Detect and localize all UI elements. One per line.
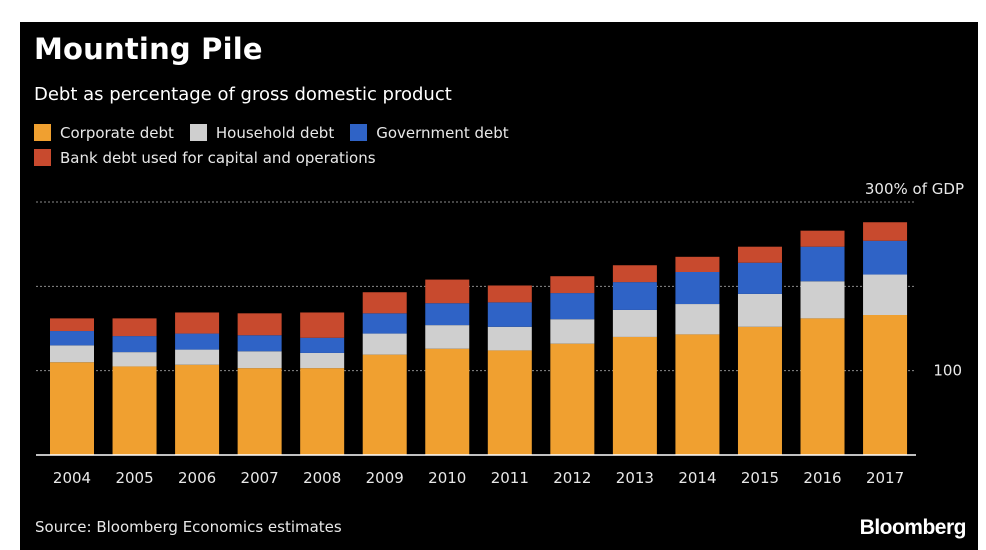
bar-2012-household-debt: [550, 319, 595, 344]
legend-label-government: Government debt: [376, 123, 509, 142]
bar-2010-corporate-debt: [425, 348, 470, 455]
bar-2010-bank-debt-used-for-capital-and-operations: [425, 279, 470, 304]
legend-row-1: Corporate debt Household debt Government…: [34, 120, 525, 145]
bar-2005-household-debt: [112, 352, 157, 367]
x-tick-label-2012: 2012: [553, 469, 591, 487]
x-tick-label-2013: 2013: [616, 469, 654, 487]
bar-2010-government-debt: [425, 303, 470, 326]
bar-2013-government-debt: [612, 282, 657, 310]
source-note: Source: Bloomberg Economics estimates: [35, 518, 342, 536]
x-tick-label-2005: 2005: [115, 469, 153, 487]
x-tick-label-2014: 2014: [678, 469, 716, 487]
chart-title: Mounting Pile: [34, 32, 263, 66]
bloomberg-logo: Bloomberg: [859, 516, 967, 539]
bar-2015-government-debt: [737, 262, 782, 294]
x-tick-label-2006: 2006: [178, 469, 216, 487]
bar-2005-corporate-debt: [112, 366, 157, 455]
y-tick-label-300: 300% of GDP: [865, 180, 964, 198]
bar-2006-bank-debt-used-for-capital-and-operations: [175, 312, 220, 334]
bar-2016-bank-debt-used-for-capital-and-operations: [800, 230, 845, 247]
legend-item-bank: Bank debt used for capital and operation…: [34, 149, 376, 167]
legend-swatch-corporate: [34, 124, 51, 141]
y-tick-label-100: 100: [933, 362, 962, 380]
bar-2012-corporate-debt: [550, 343, 595, 455]
bar-2004-government-debt: [50, 331, 94, 346]
legend-row-2: Bank debt used for capital and operation…: [34, 145, 525, 170]
bar-2017-household-debt: [863, 274, 908, 316]
bar-2007-bank-debt-used-for-capital-and-operations: [237, 313, 282, 336]
bar-2015-household-debt: [737, 293, 782, 327]
bar-2011-household-debt: [487, 326, 532, 351]
bar-2016-corporate-debt: [800, 318, 845, 455]
bar-2007-corporate-debt: [237, 368, 282, 455]
legend-swatch-bank: [34, 149, 51, 166]
x-tick-label-2007: 2007: [241, 469, 279, 487]
legend-item-government: Government debt: [350, 123, 509, 142]
bar-2004-corporate-debt: [50, 362, 94, 455]
bar-2016-household-debt: [800, 281, 845, 319]
legend-item-corporate: Corporate debt: [34, 124, 174, 142]
bar-2012-bank-debt-used-for-capital-and-operations: [550, 276, 595, 294]
bar-2010-household-debt: [425, 325, 470, 349]
legend-item-household: Household debt: [189, 123, 335, 142]
bar-2014-household-debt: [675, 304, 720, 335]
bar-2011-government-debt: [487, 302, 532, 327]
bar-2005-bank-debt-used-for-capital-and-operations: [112, 318, 157, 337]
bar-2011-corporate-debt: [487, 350, 532, 455]
bar-2009-household-debt: [362, 333, 407, 355]
x-tick-label-2010: 2010: [428, 469, 466, 487]
bar-2013-corporate-debt: [612, 336, 657, 455]
bar-2004-household-debt: [50, 345, 94, 363]
bar-2014-government-debt: [675, 271, 720, 305]
bar-2007-government-debt: [237, 335, 282, 352]
x-tick-label-2008: 2008: [303, 469, 341, 487]
x-tick-label-2015: 2015: [741, 469, 779, 487]
chart-panel: Mounting Pile Debt as percentage of gros…: [20, 22, 978, 550]
bar-2008-corporate-debt: [300, 368, 345, 455]
legend-swatch-household: [189, 124, 207, 141]
bar-2008-bank-debt-used-for-capital-and-operations: [300, 312, 345, 338]
legend-label-corporate: Corporate debt: [60, 123, 174, 142]
x-tick-label-2004: 2004: [53, 469, 91, 487]
bar-2014-bank-debt-used-for-capital-and-operations: [675, 256, 720, 272]
bar-2005-government-debt: [112, 336, 157, 353]
bar-2012-government-debt: [550, 293, 595, 320]
bar-2007-household-debt: [237, 351, 282, 369]
bar-2015-corporate-debt: [737, 326, 782, 455]
x-tick-label-2011: 2011: [491, 469, 529, 487]
chart-subtitle: Debt as percentage of gross domestic pro…: [34, 84, 452, 105]
bar-2017-bank-debt-used-for-capital-and-operations: [863, 222, 908, 241]
x-tick-label-2017: 2017: [866, 469, 904, 487]
bar-2017-government-debt: [863, 240, 908, 275]
bar-2008-government-debt: [300, 337, 345, 353]
bar-2006-corporate-debt: [175, 364, 220, 455]
bar-2011-bank-debt-used-for-capital-and-operations: [487, 285, 532, 303]
bar-2015-bank-debt-used-for-capital-and-operations: [737, 246, 782, 263]
bar-2009-bank-debt-used-for-capital-and-operations: [362, 292, 407, 314]
bar-2006-government-debt: [175, 333, 220, 350]
x-tick-label-2009: 2009: [366, 469, 404, 487]
legend-label-household: Household debt: [215, 123, 335, 142]
x-tick-label-2016: 2016: [803, 469, 841, 487]
bar-2013-bank-debt-used-for-capital-and-operations: [612, 265, 657, 283]
bar-2006-household-debt: [175, 349, 220, 365]
legend-label-bank: Bank debt used for capital and operation…: [60, 148, 376, 167]
bar-2009-government-debt: [362, 313, 407, 334]
bar-2017-corporate-debt: [863, 315, 908, 455]
legend: Corporate debt Household debt Government…: [34, 120, 525, 170]
bar-2016-government-debt: [800, 246, 845, 282]
bar-2014-corporate-debt: [675, 334, 720, 455]
bar-2008-household-debt: [300, 352, 345, 369]
bar-2013-household-debt: [612, 309, 657, 337]
stacked-bar-chart: 2004 2005 2006 2007 2008 2009 2010 2011 2012 2013…: [36, 180, 964, 487]
bar-2009-corporate-debt: [362, 354, 407, 455]
legend-swatch-government: [350, 124, 368, 141]
bar-2004-bank-debt-used-for-capital-and-operations: [50, 318, 94, 332]
